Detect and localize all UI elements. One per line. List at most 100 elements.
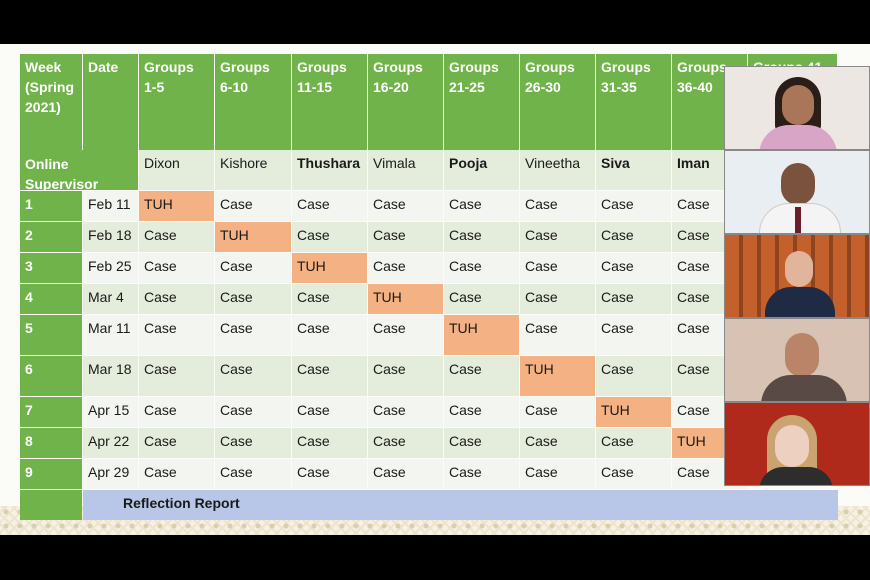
participant-2-face-icon [781,163,815,205]
case-cell: Case [444,356,519,396]
date-cell: Feb 25 [83,253,138,283]
header-groups-2: Groups 6-10 [215,54,291,150]
date-cell: Mar 4 [83,284,138,314]
supervisor-name: Vineetha [520,150,595,190]
header-groups-7: Groups 31-35 [596,54,671,150]
case-cell: Case [444,397,519,427]
video-tile-2[interactable] [724,150,870,234]
case-cell: Case [596,315,671,355]
video-tile-4[interactable] [724,318,870,402]
supervisor-name: Pooja [444,150,519,190]
case-cell: Case [596,459,671,489]
case-cell: Case [368,253,443,283]
case-cell: Case [292,222,367,252]
case-cell: Case [520,222,595,252]
week-number: 5 [20,315,82,355]
case-cell: Case [139,428,214,458]
case-cell: Case [520,253,595,283]
case-cell: Case [139,253,214,283]
reflection-week-cell [20,490,82,520]
case-cell: Case [292,428,367,458]
case-cell: Case [444,428,519,458]
case-cell: Case [596,253,671,283]
header-groups-5: Groups 21-25 [444,54,519,150]
case-cell: Case [215,428,291,458]
case-cell: Case [368,222,443,252]
date-cell: Feb 18 [83,222,138,252]
participant-3-face-icon [785,251,813,287]
week-number: 1 [20,191,82,221]
week-number: 4 [20,284,82,314]
case-cell: Case [368,397,443,427]
date-cell: Apr 15 [83,397,138,427]
week-number: 9 [20,459,82,489]
case-cell: Case [444,253,519,283]
case-cell: Case [596,222,671,252]
case-cell: Case [139,459,214,489]
tuh-cell: TUH [596,397,671,427]
participant-3-body-icon [765,287,835,317]
case-cell: Case [444,222,519,252]
case-cell: Case [292,284,367,314]
participant-5-body-icon [759,467,833,485]
case-cell: Case [368,428,443,458]
case-cell: Case [139,356,214,396]
bottom-letterbox [0,535,870,580]
case-cell: Case [520,459,595,489]
video-tile-5[interactable] [724,402,870,486]
case-cell: Case [292,191,367,221]
case-cell: Case [215,315,291,355]
tuh-cell: TUH [292,253,367,283]
date-cell: Mar 11 [83,315,138,355]
case-cell: Case [520,428,595,458]
case-cell: Case [215,253,291,283]
case-cell: Case [215,459,291,489]
case-cell: Case [520,315,595,355]
case-cell: Case [215,284,291,314]
participant-1-body-icon [759,125,837,149]
online-supervisor-label: Online Supervisor [20,150,138,190]
case-cell: Case [368,459,443,489]
case-cell: Case [139,222,214,252]
top-letterbox [0,0,870,44]
tuh-cell: TUH [444,315,519,355]
week-number: 8 [20,428,82,458]
case-cell: Case [139,315,214,355]
case-cell: Case [215,356,291,396]
participant-5-face-icon [775,425,809,467]
case-cell: Case [596,356,671,396]
header-groups-1: Groups 1-5 [139,54,214,150]
supervisor-name: Thushara [292,150,367,190]
header-date: Date [83,54,138,150]
supervisor-name: Kishore [215,150,291,190]
video-tile-3[interactable] [724,234,870,318]
week-number: 7 [20,397,82,427]
participant-2-tie-icon [795,207,801,233]
case-cell: Case [596,284,671,314]
supervisor-name: Dixon [139,150,214,190]
case-cell: Case [444,284,519,314]
tuh-cell: TUH [368,284,443,314]
tuh-cell: TUH [520,356,595,396]
case-cell: Case [292,356,367,396]
case-cell: Case [368,191,443,221]
date-cell: Feb 11 [83,191,138,221]
participant-4-face-icon [785,333,819,377]
case-cell: Case [444,191,519,221]
case-cell: Case [596,428,671,458]
date-cell: Mar 18 [83,356,138,396]
tuh-cell: TUH [139,191,214,221]
header-groups-6: Groups 26-30 [520,54,595,150]
participant-4-body-icon [761,375,847,401]
reflection-report: Reflection Report [83,490,838,520]
date-cell: Apr 29 [83,459,138,489]
case-cell: Case [596,191,671,221]
supervisor-name: Siva [596,150,671,190]
header-groups-4: Groups 16-20 [368,54,443,150]
case-cell: Case [292,397,367,427]
week-number: 6 [20,356,82,396]
case-cell: Case [368,356,443,396]
case-cell: Case [444,459,519,489]
video-tile-1[interactable] [724,66,870,150]
week-number: 2 [20,222,82,252]
